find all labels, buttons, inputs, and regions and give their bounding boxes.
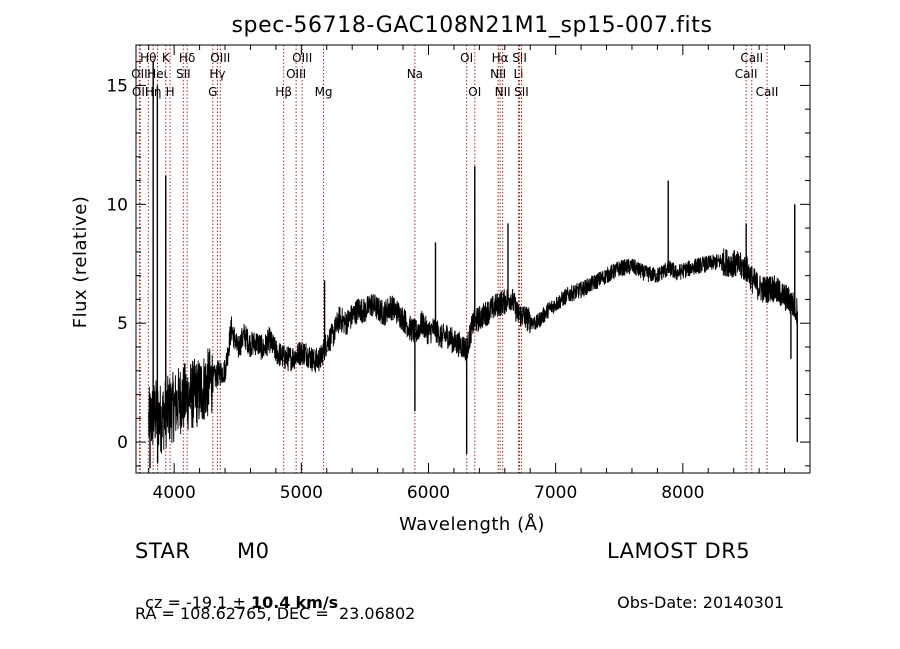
line-marker-label-0: OII <box>131 67 148 81</box>
line-marker-label-23: SII <box>512 51 527 65</box>
line-marker-label-12: Hβ <box>275 85 292 99</box>
line-marker-label-18: OI <box>468 85 481 99</box>
line-marker-label-16: Na <box>407 67 423 81</box>
obs-date-value: 20140301 <box>702 593 785 612</box>
x-tick-label-4: 8000 <box>661 483 704 503</box>
line-marker-label-14: OIII <box>292 51 312 65</box>
line-marker-label-4: Heι <box>147 67 167 81</box>
survey-release: LAMOST DR5 <box>607 539 751 563</box>
cz-prefix: cz = <box>145 593 186 612</box>
cz-error: 10.4 <box>250 593 291 612</box>
line-marker-label-27: CaII <box>756 85 779 99</box>
line-marker-label-22: Li <box>514 67 524 81</box>
object-class: STAR <box>135 539 191 563</box>
line-marker-label-20: Hα <box>492 51 509 65</box>
line-marker-label-11: OIII <box>210 51 230 65</box>
object-subclass: M0 <box>237 539 270 563</box>
y-tick-label-0: 0 <box>117 433 128 453</box>
axes: 4000 5000 6000 7000 8000 0 5 10 15 <box>106 44 811 503</box>
y-tick-label-1: 5 <box>117 314 128 334</box>
line-marker-label-9: G <box>208 85 217 99</box>
spectrum-series <box>148 61 798 469</box>
line-marker-label-13: OIII <box>286 67 306 81</box>
plot-frame <box>135 44 811 474</box>
line-marker-label-26: CaII <box>740 51 763 65</box>
chart-title: spec-56718-GAC108N21M1_sp15-007.fits <box>231 13 712 38</box>
cz-value: -19.1 <box>185 593 228 612</box>
line-marker-label-17: OI <box>460 51 473 65</box>
line-marker-label-5: K <box>162 51 171 65</box>
line-marker-label-8: Hδ <box>179 51 195 65</box>
line-marker-label-21: NII <box>495 85 511 99</box>
spectrum-line <box>148 248 798 454</box>
line-markers: OIIOIIHθHηHeιKHSIIHδGHγOIIIHβOIIIOIIIMgN… <box>131 45 778 473</box>
line-marker-label-19: NII <box>490 67 506 81</box>
obs-date-label: Obs-Date: <box>617 593 698 612</box>
y-axis-label: Flux (relative) <box>70 196 91 329</box>
line-marker-label-6: H <box>166 85 175 99</box>
cz-unit: km/s <box>295 593 339 612</box>
x-axis-label: Wavelength (Å) <box>399 513 545 535</box>
line-marker-label-25: CaII <box>735 67 758 81</box>
y-tick-label-3: 15 <box>106 76 128 96</box>
line-marker-label-10: Hγ <box>209 67 225 81</box>
line-marker-label-2: Hθ <box>140 51 156 65</box>
y-tick-label-2: 10 <box>106 195 128 215</box>
x-tick-label-3: 7000 <box>534 483 577 503</box>
line-marker-label-24: SII <box>514 85 529 99</box>
x-tick-label-2: 6000 <box>407 483 450 503</box>
coordinates: RA = 108.62765, DEC = 23.06802 <box>135 604 416 623</box>
line-marker-label-15: Mg <box>315 85 333 99</box>
obs-date: Obs-Date: 20140301 <box>607 574 784 612</box>
x-tick-label-1: 5000 <box>280 483 323 503</box>
redshift-readout: cz = -19.1 ± 10.4 km/s <box>135 574 338 612</box>
line-marker-label-7: SII <box>176 67 191 81</box>
cz-plusminus: ± <box>227 593 251 612</box>
x-tick-label-0: 4000 <box>153 483 196 503</box>
